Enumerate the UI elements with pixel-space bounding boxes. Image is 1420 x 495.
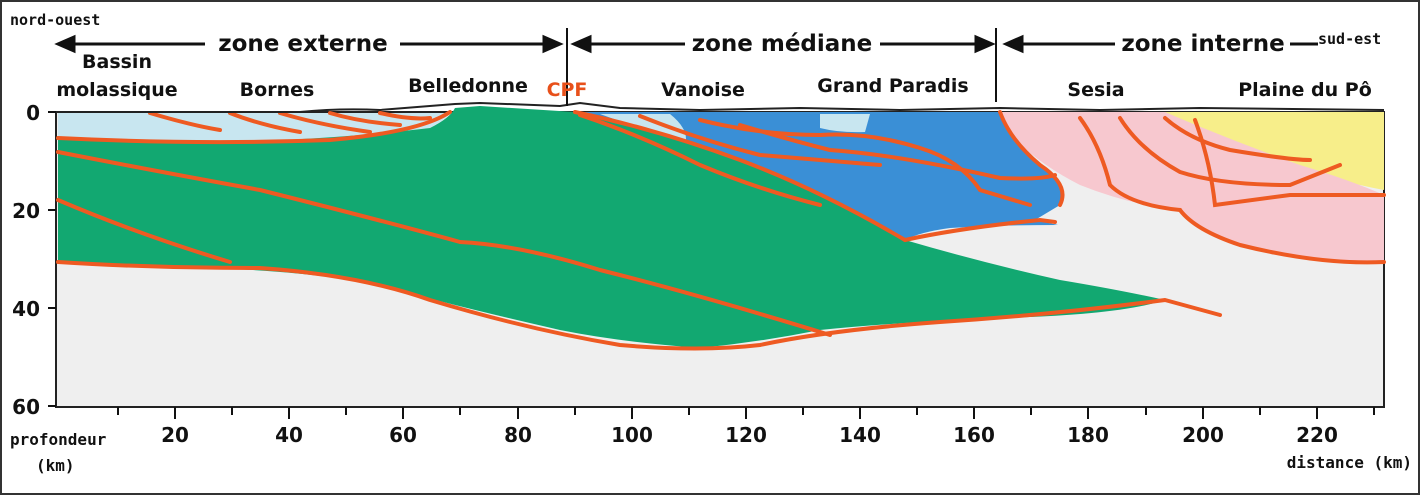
surface-line [58, 101, 1385, 113]
y-tick-label: 20 [12, 199, 40, 223]
x-tick-label: 60 [389, 423, 417, 447]
region-label-bornes: Bornes [240, 79, 315, 101]
y-tick-label: 40 [12, 297, 40, 321]
x-tick-label: 80 [504, 423, 532, 447]
zone-label-mediane: zone médiane [692, 31, 873, 57]
x-axis-title: distance (km) [1287, 453, 1412, 472]
region-label-molassique: molassique [56, 79, 177, 101]
zone-label-interne: zone interne [1121, 31, 1284, 57]
fault-lines [56, 110, 1386, 351]
zone-label-externe: zone externe [218, 31, 388, 57]
x-axis [117, 407, 1375, 419]
region-label-cpf: CPF [547, 79, 588, 101]
corner-se: sud-est [1318, 30, 1381, 48]
x-tick-label: 140 [839, 423, 881, 447]
y-tick-label: 60 [12, 395, 40, 419]
region-label-belledonne: Belledonne [408, 75, 528, 97]
x-tick-label: 200 [1182, 423, 1224, 447]
x-tick-label: 120 [725, 423, 767, 447]
y-axis-title: profondeur [10, 430, 106, 449]
basement-green [58, 106, 1165, 348]
cover-sliver-2 [820, 114, 870, 133]
x-tick-label: 40 [275, 423, 303, 447]
region-label-vanoise: Vanoise [661, 79, 745, 101]
x-tick-label: 180 [1067, 423, 1109, 447]
zone-arrows [54, 34, 1318, 54]
x-tick-label: 220 [1296, 423, 1338, 447]
x-tick-label: 20 [161, 423, 189, 447]
x-tick-label: 160 [953, 423, 995, 447]
x-tick-label: 100 [611, 423, 653, 447]
y-axis-unit: (km) [36, 456, 75, 475]
corner-nw: nord-ouest [10, 11, 100, 29]
region-label-grand-paradis: Grand Paradis [817, 75, 968, 97]
region-label-bassin: Bassin [82, 51, 152, 73]
y-axis: 0 20 40 60 [12, 101, 56, 419]
y-tick-label: 0 [26, 101, 40, 125]
x-tick-labels: 20 40 60 80 100 120 140 160 180 200 220 [161, 423, 1338, 447]
region-label-plaine-du-po: Plaine du Pô [1238, 79, 1372, 101]
region-label-sesia: Sesia [1067, 79, 1124, 101]
